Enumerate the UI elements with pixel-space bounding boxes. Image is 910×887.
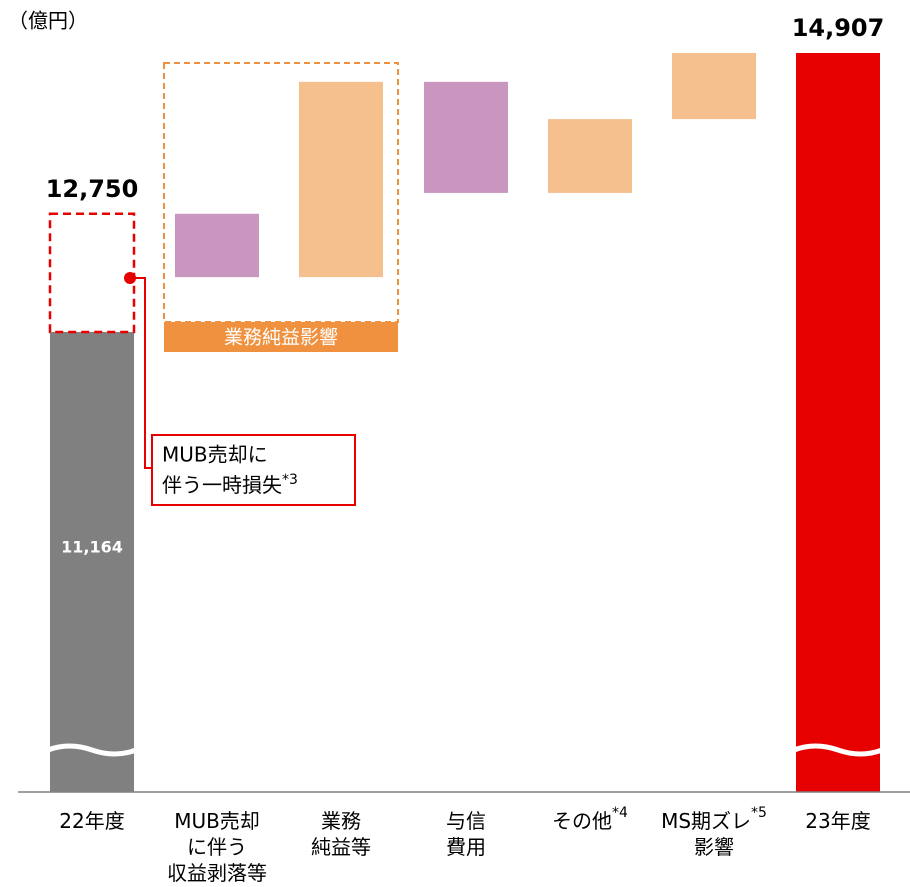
x-tick-label-line: 費用 [446, 835, 486, 859]
x-tick-label: その他*4 [552, 805, 628, 833]
one-time-loss [48, 212, 136, 334]
x-tick-label-line: に伴う [187, 835, 247, 859]
callout-text: 伴う一時損失*3 [162, 472, 298, 497]
x-tick-label-line: 22年度 [59, 809, 124, 833]
x-tick-label: MS期ズレ*5 影響 [661, 805, 767, 859]
axis-break [793, 743, 883, 757]
callout-box [151, 434, 356, 506]
value-label: 14,907 [792, 14, 885, 42]
callout-text-line: 伴う一時損失 [162, 473, 282, 497]
x-tick-label-line: 23年度 [805, 809, 870, 833]
x-tick-label: 与信費用 [446, 809, 486, 859]
step-bar [424, 81, 508, 193]
x-tick-label-line: MUB売却 [174, 809, 260, 833]
callout-line [130, 277, 152, 469]
group-label: 業務純益影響 [224, 327, 338, 349]
x-tick-note: *4 [612, 805, 628, 821]
callout-note: *3 [282, 472, 298, 488]
x-tick-label-line: 影響 [694, 835, 734, 859]
step-bar [299, 81, 383, 278]
inner-value-label: 11,164 [61, 538, 123, 557]
x-tick-label-line: 純益等 [311, 835, 371, 859]
step-bar [175, 213, 259, 278]
axis-break [47, 743, 137, 757]
step-bar [548, 119, 632, 193]
x-tick-label: 22年度 [59, 809, 124, 833]
callout-text: MUB売却に [162, 443, 268, 467]
end-bar [796, 53, 880, 792]
step-bar [672, 53, 756, 120]
x-tick-label-line: その他 [552, 809, 612, 833]
x-tick-label-line: 収益剥落等 [167, 861, 267, 885]
group-label-box [164, 322, 398, 352]
unit-label: （億円） [8, 9, 88, 33]
value-label: 12,750 [46, 175, 139, 203]
x-tick-label-line: 業務 [321, 809, 361, 833]
x-tick-label: MUB売却に伴う収益剥落等 [167, 809, 267, 885]
x-tick-label-line: MS期ズレ [661, 809, 751, 833]
x-tick-label: 業務純益等 [311, 809, 371, 859]
x-tick-label-line: 与信 [446, 809, 486, 833]
x-tick-label: 23年度 [805, 809, 870, 833]
start-bar [50, 332, 134, 792]
x-tick-note: *5 [751, 805, 767, 821]
